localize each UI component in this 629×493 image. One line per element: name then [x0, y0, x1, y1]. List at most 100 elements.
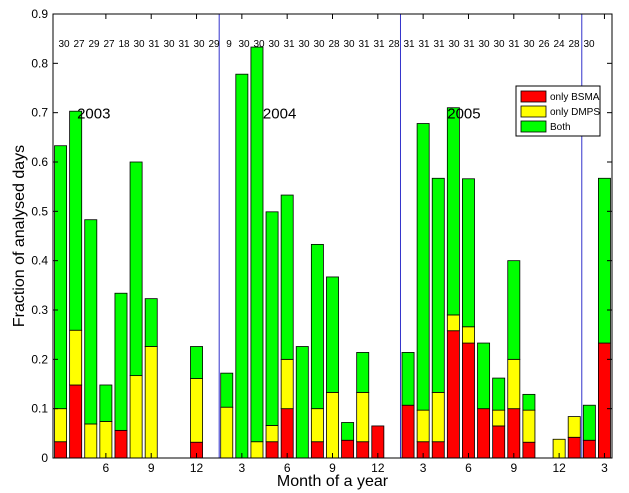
day-count-label: 30 — [313, 39, 325, 50]
bar-segment-only-bsma — [54, 441, 67, 459]
bar-segment-only-bsma — [567, 436, 581, 459]
bar-segment-only-dmps — [492, 409, 506, 427]
bar-segment-only-bsma — [341, 439, 355, 459]
day-count-label: 26 — [538, 39, 550, 50]
bar-segment-only-bsma — [431, 441, 445, 459]
bar-segment-only-bsma — [492, 425, 506, 459]
day-count-label: 30 — [448, 39, 460, 50]
bar-segment-both — [507, 260, 521, 360]
day-count-label: 18 — [118, 39, 130, 50]
day-count-label: 28 — [328, 39, 340, 50]
bar-segment-only-dmps — [446, 314, 460, 332]
bar-segment-only-bsma — [69, 384, 83, 459]
day-count-label: 31 — [463, 39, 475, 50]
day-count-label: 31 — [418, 39, 430, 50]
x-tick-label: 6 — [284, 461, 291, 475]
day-count-label: 30 — [58, 39, 70, 50]
bar-segment-both — [401, 352, 415, 406]
bar-segment-only-dmps — [356, 391, 370, 443]
y-tick-label: 0.5 — [31, 204, 48, 218]
bar-segment-only-bsma — [477, 408, 491, 459]
y-tick-label: 0.9 — [31, 7, 48, 21]
bar-segment-both — [582, 404, 596, 441]
y-tick-label: 0.1 — [31, 402, 48, 416]
day-count-label: 27 — [73, 39, 85, 50]
bar-segment-only-dmps — [507, 358, 521, 410]
x-tick-label: 6 — [465, 461, 472, 475]
bar-segment-only-dmps — [567, 416, 581, 438]
bar-segment-only-bsma — [401, 404, 415, 459]
y-axis-label: Fraction of analysed days — [11, 145, 28, 327]
bar-segment-both — [462, 178, 475, 328]
x-tick-label: 9 — [510, 461, 517, 475]
day-count-label: 30 — [163, 39, 175, 50]
bar-segment-only-bsma — [310, 441, 324, 459]
x-tick-label: 12 — [552, 461, 566, 475]
bars-layer — [54, 46, 611, 459]
day-count-label: 30 — [343, 39, 355, 50]
bar-segment-both — [69, 110, 83, 331]
day-count-label: 28 — [388, 39, 400, 50]
bar-segment-only-bsma — [280, 408, 294, 459]
bar-segment-only-dmps — [190, 378, 203, 443]
bar-segment-only-dmps — [310, 408, 324, 443]
day-count-label: 30 — [493, 39, 505, 50]
y-tick-label: 0.6 — [31, 155, 48, 169]
bar-segment-only-bsma — [114, 429, 128, 459]
y-tick-label: 0.2 — [31, 352, 48, 366]
day-count-label: 30 — [253, 39, 265, 50]
year-labels: 2003 2004 2005 — [77, 106, 481, 123]
day-count-label: 31 — [178, 39, 190, 50]
bar-segment-only-dmps — [84, 423, 98, 459]
bar-segment-only-dmps — [144, 346, 158, 459]
bar-segment-both — [265, 211, 279, 426]
bar-segment-only-dmps — [250, 441, 264, 459]
legend-entry: only BSMA — [550, 92, 600, 103]
bar-segment-both — [114, 292, 128, 431]
day-count-label: 30 — [193, 39, 205, 50]
bar-segment-only-dmps — [280, 358, 294, 410]
day-count-label: 29 — [208, 39, 220, 50]
bar-segment-both — [295, 346, 309, 459]
bar-segment-only-dmps — [431, 391, 445, 443]
bar-segment-both — [341, 422, 355, 441]
day-count-label: 30 — [298, 39, 310, 50]
bar-segment-both — [326, 276, 339, 393]
x-tick-label: 3 — [420, 461, 427, 475]
x-tick-label: 12 — [190, 461, 204, 475]
day-count-label: 31 — [358, 39, 370, 50]
bar-segment-both — [84, 219, 98, 425]
bar-segment-only-bsma — [598, 342, 611, 459]
x-axis-label: Month of a year — [277, 473, 389, 490]
day-count-label: 30 — [268, 39, 280, 50]
year-label: 2005 — [447, 106, 480, 123]
x-tick-label: 3 — [601, 461, 608, 475]
x-tick-label: 6 — [103, 461, 110, 475]
legend-entry: Both — [550, 122, 571, 133]
bar-segment-only-dmps — [54, 408, 67, 443]
bar-segment-only-bsma — [582, 439, 596, 459]
bar-segment-only-dmps — [462, 326, 475, 344]
bar-segment-only-dmps — [416, 409, 430, 443]
bar-segment-both — [235, 73, 249, 459]
day-count-label: 30 — [133, 39, 145, 50]
legend-swatch — [520, 105, 547, 118]
y-tick-label: 0 — [41, 451, 48, 465]
day-count-label: 28 — [568, 39, 580, 50]
day-count-label: 31 — [508, 39, 520, 50]
bar-segment-both — [356, 352, 370, 393]
day-count-label: 31 — [433, 39, 445, 50]
legend-entry: only DMPS — [550, 107, 600, 118]
bar-segment-both — [416, 123, 430, 411]
bar-segment-both — [492, 377, 506, 411]
bar-segment-only-dmps — [69, 329, 83, 386]
bar-segment-only-dmps — [129, 375, 143, 459]
bar-segment-only-bsma — [356, 441, 370, 459]
bar-segment-only-dmps — [265, 425, 279, 443]
x-tick-label: 3 — [239, 461, 246, 475]
day-count-label: 31 — [403, 39, 415, 50]
x-tick-label: 9 — [329, 461, 336, 475]
legend: only BSMA only DMPS Both — [515, 85, 601, 137]
bar-segment-both — [310, 243, 324, 410]
